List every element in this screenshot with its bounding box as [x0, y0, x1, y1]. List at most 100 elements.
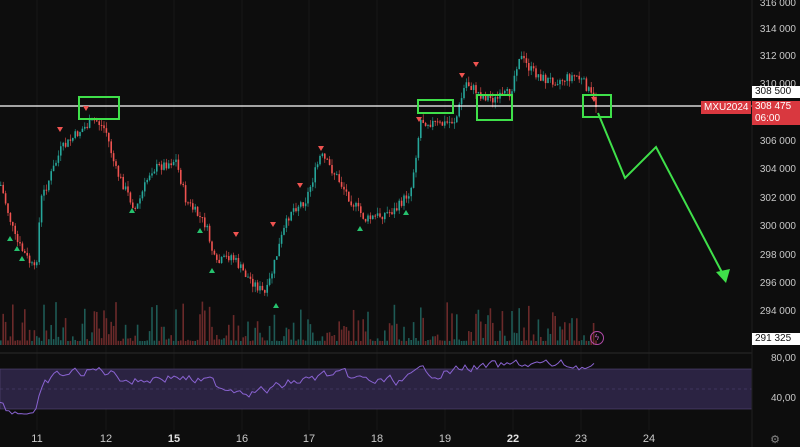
volume-bar [518, 308, 520, 345]
volume-bar [249, 340, 252, 345]
candle-body [516, 69, 518, 76]
volume-bar [295, 340, 297, 345]
volume-bar [300, 309, 302, 345]
candle-body [21, 243, 24, 252]
sell-marker [270, 222, 276, 227]
candle-body [441, 122, 444, 126]
candle-body [110, 141, 112, 154]
candle-body [312, 182, 314, 187]
volume-bar [367, 311, 369, 345]
volume-bar [525, 340, 528, 345]
volume-bar [31, 340, 33, 345]
candle-body [429, 124, 432, 127]
volume-bar [585, 340, 588, 345]
candle-body [141, 191, 144, 199]
volume-bar [528, 305, 530, 345]
volume-bar [468, 331, 470, 345]
volume-bar [448, 340, 451, 345]
candle-body [328, 159, 331, 166]
y-tick-label: 314 000 [759, 24, 796, 35]
volume-bar [393, 304, 396, 345]
candle-body [151, 173, 153, 176]
volume-bar [540, 336, 542, 345]
candle-body [84, 126, 86, 129]
candle-body [165, 162, 168, 169]
volume-bar [252, 340, 254, 345]
candle-body [249, 276, 252, 279]
volume-bar [216, 334, 218, 345]
buy-marker [14, 246, 20, 251]
candle-body [88, 119, 91, 128]
volume-bar [446, 302, 448, 345]
volume-bar [302, 339, 304, 345]
symbol-tag[interactable]: MXU2024 [701, 101, 752, 114]
volume-bar [96, 311, 98, 345]
volume-bar [127, 338, 129, 345]
x-tick-label: 17 [302, 433, 316, 445]
candle-body [451, 121, 453, 124]
volume-bar [115, 302, 117, 345]
volume-bar [388, 323, 391, 345]
volume-bar [206, 340, 208, 345]
volume-bar [0, 340, 2, 345]
volume-bar [333, 335, 336, 345]
candle-body [333, 173, 336, 175]
volume-bar [348, 330, 350, 345]
candle-body [307, 191, 309, 204]
candle-body [523, 55, 525, 59]
volume-bar [129, 338, 132, 345]
gear-icon[interactable]: ⚙ [770, 434, 780, 446]
candle-body [417, 138, 420, 158]
volume-bar [196, 339, 199, 345]
candle-body [31, 262, 33, 264]
volume-bar [542, 340, 544, 345]
volume-bar [494, 340, 496, 345]
candle-body [559, 80, 561, 85]
candle-body [247, 276, 249, 278]
volume-bar [400, 340, 403, 345]
volume-bar [271, 340, 273, 345]
volume-bar [84, 308, 86, 345]
volume-bar [268, 325, 271, 345]
candle-body [410, 187, 412, 197]
candle-body [283, 227, 285, 235]
volume-bar [189, 340, 192, 345]
candlesticks [0, 51, 597, 297]
candle-body [103, 125, 105, 129]
volume-bar [194, 341, 196, 345]
volume-bar [139, 340, 141, 345]
volume-bar [201, 301, 204, 345]
sell-marker [233, 232, 239, 237]
candle-body [482, 95, 484, 99]
candle-body [465, 82, 468, 89]
candle-body [36, 262, 38, 266]
candle-body [376, 213, 379, 216]
candle-body [180, 169, 182, 184]
candle-body [280, 234, 283, 244]
candle-body [331, 165, 333, 174]
candle-body [316, 164, 319, 168]
candle-body [456, 116, 458, 123]
candle-body [288, 218, 290, 221]
candle-body [348, 191, 350, 202]
lightning-icon[interactable]: ϟ [590, 331, 604, 345]
candle-body [189, 202, 192, 204]
annotation-boxes[interactable] [78, 94, 612, 121]
candle-body [321, 153, 324, 157]
x-tick-label: 15 [167, 433, 181, 445]
candle-body [453, 122, 456, 124]
candle-body [484, 95, 487, 101]
candle-body [69, 139, 72, 141]
y-tick-label: 300 000 [759, 221, 796, 232]
candle-body [218, 259, 220, 264]
candle-body [448, 121, 451, 123]
candle-body [48, 180, 50, 191]
volume-bar [573, 340, 576, 345]
volume-bar [247, 321, 249, 345]
volume-bar [328, 332, 331, 345]
candle-body [566, 74, 568, 81]
volume-bar [232, 315, 235, 345]
x-tick-label: 19 [438, 433, 452, 445]
volume-bar [280, 340, 283, 345]
